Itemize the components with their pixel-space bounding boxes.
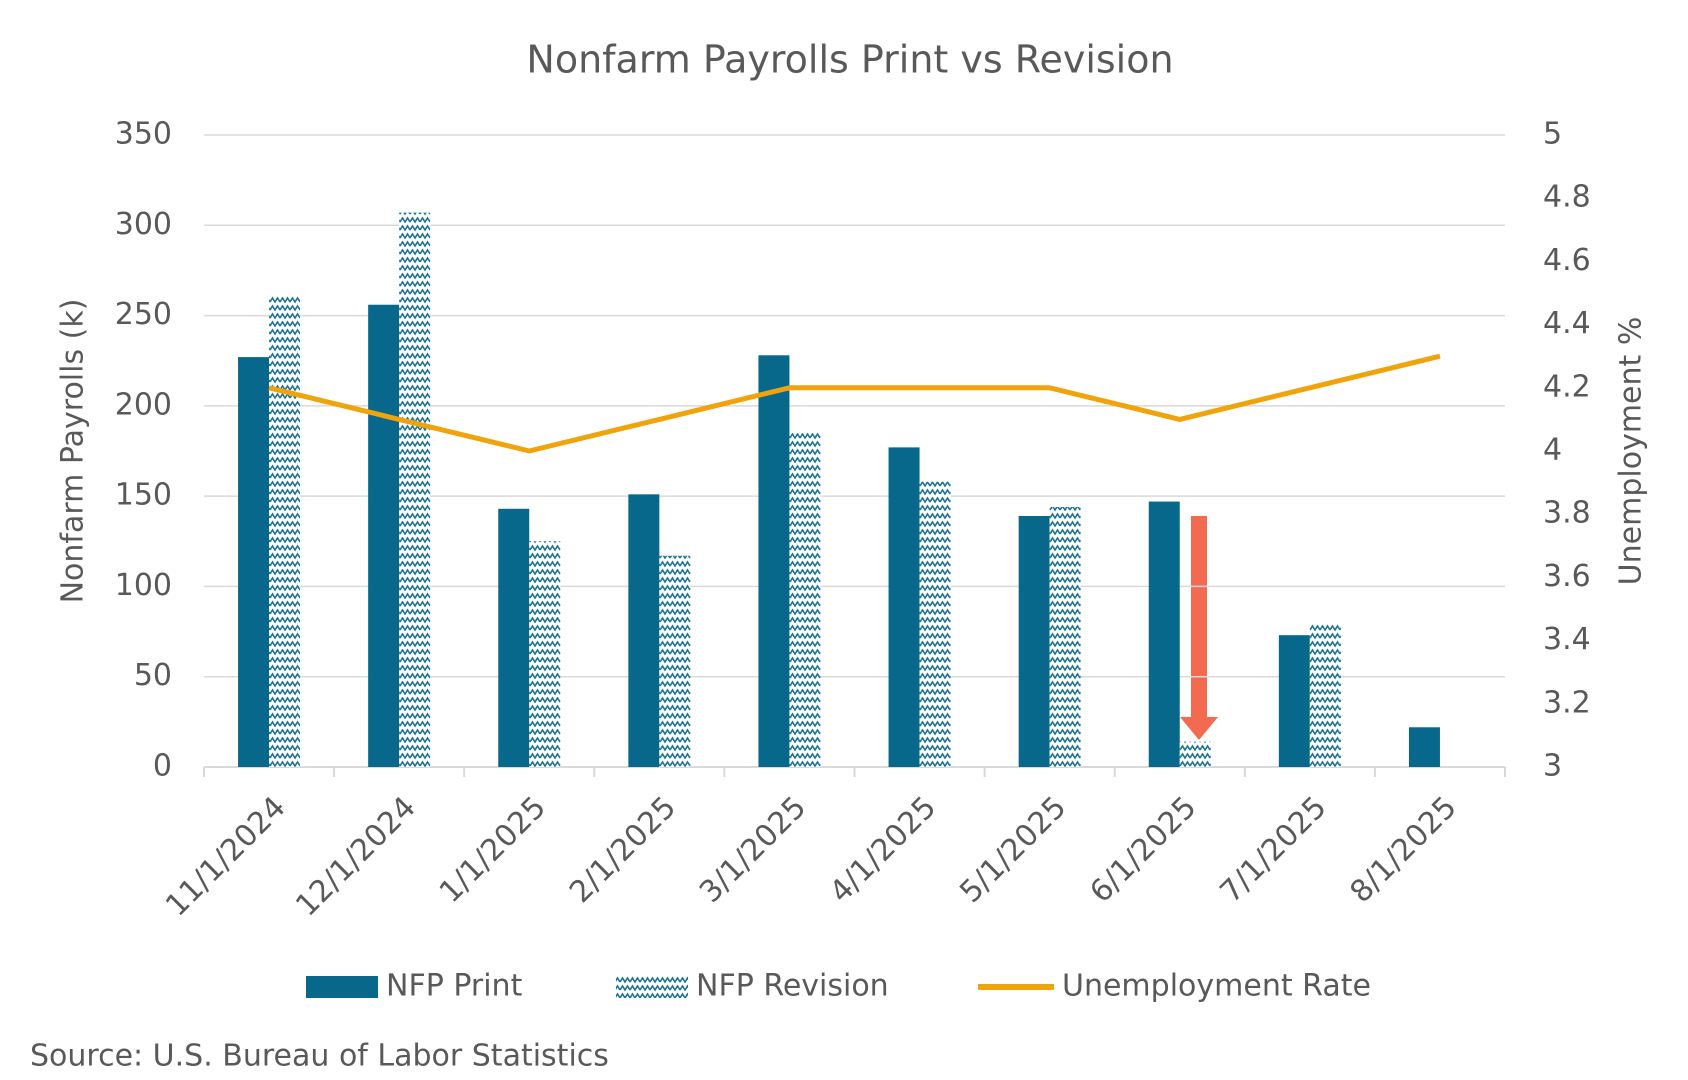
- y2-tick-label: 3.8: [1543, 496, 1591, 531]
- bar: [1278, 635, 1310, 767]
- x-tick-label: 4/1/2025: [823, 790, 943, 910]
- x-tick-label: 11/1/2024: [159, 790, 293, 924]
- bar: [789, 432, 821, 767]
- y-tick-label: 300: [115, 207, 172, 242]
- bar: [1148, 501, 1180, 767]
- annotation-arrow: [1180, 516, 1218, 740]
- bar: [269, 295, 301, 767]
- y-tick-label: 100: [115, 568, 172, 603]
- bar: [659, 555, 691, 767]
- bar: [238, 357, 270, 767]
- legend-label: NFP Revision: [696, 969, 889, 1004]
- bar: [1179, 741, 1211, 767]
- x-tick-label: 5/1/2025: [953, 790, 1073, 910]
- y-tick-label: 0: [153, 749, 172, 784]
- x-tick-label: 12/1/2024: [289, 790, 423, 924]
- x-tick-label: 3/1/2025: [693, 790, 813, 910]
- source-note: Source: U.S. Bureau of Labor Statistics: [30, 1039, 609, 1074]
- bar: [758, 355, 790, 767]
- x-tick-label: 2/1/2025: [563, 790, 683, 910]
- bar: [399, 212, 431, 767]
- y2-tick-label: 4.4: [1543, 306, 1591, 341]
- bar: [498, 508, 530, 767]
- y-tick-label: 50: [134, 658, 172, 693]
- bar: [888, 447, 920, 767]
- y-axis-label: Nonfarm Payrolls (k): [56, 299, 91, 604]
- y2-tick-label: 4: [1543, 433, 1562, 468]
- y-tick-label: 250: [115, 297, 172, 332]
- bar: [1018, 516, 1050, 767]
- y2-tick-label: 3: [1543, 749, 1562, 784]
- x-tick-label: 1/1/2025: [433, 790, 553, 910]
- y2-tick-label: 4.6: [1543, 243, 1591, 278]
- x-tick-label: 6/1/2025: [1083, 790, 1203, 910]
- x-tick-label: 7/1/2025: [1213, 790, 1333, 910]
- y-tick-label: 150: [115, 478, 172, 513]
- bar: [529, 541, 561, 767]
- y-tick-label: 200: [115, 387, 172, 422]
- bar: [368, 304, 400, 767]
- bar: [1309, 624, 1341, 767]
- legend-label: Unemployment Rate: [1062, 969, 1371, 1004]
- x-tick-label: 8/1/2025: [1344, 790, 1464, 910]
- bar: [628, 494, 660, 767]
- bar: [919, 481, 951, 767]
- y2-tick-label: 3.2: [1543, 685, 1591, 720]
- y2-tick-label: 3.6: [1543, 559, 1591, 594]
- legend-marker: [306, 976, 378, 998]
- y2-tick-label: 3.4: [1543, 622, 1591, 657]
- y2-tick-label: 4.2: [1543, 369, 1591, 404]
- y2-axis-label: Unemployment %: [1614, 317, 1649, 586]
- y-tick-label: 350: [115, 117, 172, 152]
- bar: [1049, 506, 1081, 767]
- line: [268, 353, 1441, 454]
- bar: [1408, 727, 1440, 767]
- legend-marker: [616, 976, 688, 998]
- y2-tick-label: 4.8: [1543, 180, 1591, 215]
- chart-title: Nonfarm Payrolls Print vs Revision: [526, 38, 1173, 82]
- y2-tick-label: 5: [1543, 117, 1562, 152]
- legend-label: NFP Print: [386, 969, 523, 1004]
